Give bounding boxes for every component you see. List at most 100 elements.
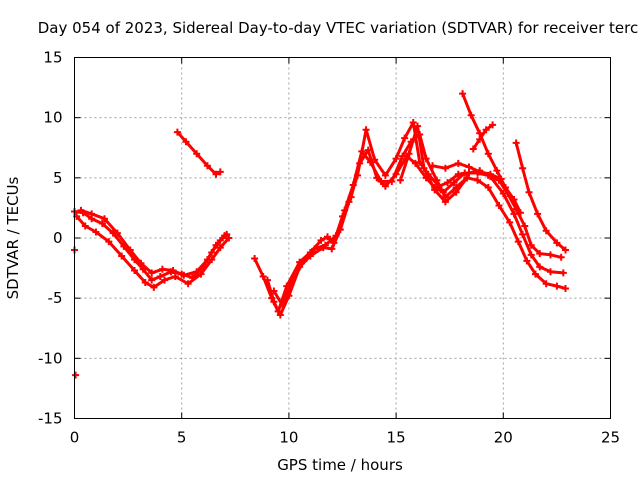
x-tick-label: 5 (177, 429, 187, 447)
data-point (444, 179, 452, 187)
data-point (527, 251, 535, 259)
data-point (180, 271, 188, 279)
data-point (392, 155, 400, 163)
data-point (536, 250, 544, 258)
data-point (332, 232, 340, 240)
data-point (514, 238, 522, 246)
data-point (399, 152, 407, 160)
data-point (527, 241, 535, 249)
data-point (203, 162, 211, 170)
data-point (454, 170, 462, 178)
data-point (349, 181, 357, 189)
data-point (534, 210, 542, 218)
data-point (465, 163, 473, 171)
data-point (459, 90, 467, 98)
data-point (362, 126, 370, 134)
series-trace (398, 124, 469, 204)
data-point (429, 162, 437, 170)
data-point (328, 245, 336, 253)
data-point (512, 139, 520, 147)
data-point (396, 176, 404, 184)
data-point (495, 202, 503, 210)
data-point (341, 206, 349, 214)
y-tick-label: 5 (53, 169, 63, 187)
data-point (553, 282, 561, 290)
data-point (521, 222, 529, 230)
series-layer (71, 90, 569, 379)
data-point (401, 134, 409, 142)
data-point (287, 280, 295, 288)
data-point (506, 218, 514, 226)
series-trace (266, 121, 565, 317)
data-point (501, 183, 509, 191)
data-point (212, 241, 220, 249)
data-point (126, 246, 134, 254)
data-point (542, 227, 550, 235)
data-point (433, 176, 441, 184)
data-point (182, 138, 190, 146)
data-point (203, 256, 211, 264)
data-point (150, 283, 158, 291)
data-point (381, 182, 389, 190)
data-point (77, 206, 85, 214)
data-point (118, 252, 126, 260)
x-tick-label: 10 (279, 429, 298, 447)
data-point (516, 209, 524, 217)
data-point (98, 220, 106, 228)
data-point (450, 179, 458, 187)
data-point (321, 241, 329, 249)
data-series-arc-2 (73, 212, 233, 291)
data-point (92, 228, 100, 236)
data-point (546, 268, 554, 276)
data-point (493, 167, 501, 175)
data-point (476, 135, 484, 143)
data-point (270, 298, 278, 306)
data-point (546, 251, 554, 259)
data-point (441, 198, 449, 206)
data-point (482, 126, 490, 134)
series-trace (79, 208, 227, 277)
data-series-arc-8 (396, 122, 471, 206)
data-point (169, 266, 177, 274)
y-tick-label: -15 (38, 410, 63, 428)
y-tick-label: 0 (53, 229, 63, 247)
data-point (358, 147, 366, 155)
series-trace (461, 92, 522, 215)
data-point (113, 229, 121, 237)
data-point (171, 273, 179, 281)
data-series-arc-3 (77, 206, 229, 279)
data-point (510, 210, 518, 218)
data-series-arc-12 (512, 139, 569, 254)
data-point (519, 230, 527, 238)
data-point (510, 195, 518, 203)
data-point (184, 280, 192, 288)
data-point (137, 259, 145, 267)
data-point (259, 273, 267, 281)
data-point (148, 276, 156, 284)
data-point (323, 233, 331, 241)
data-point (431, 186, 439, 194)
data-series-arc-4 (173, 128, 224, 178)
data-point (463, 174, 471, 182)
x-axis-label: GPS time / hours (277, 456, 403, 474)
data-point (452, 188, 460, 196)
data-point (221, 232, 229, 240)
data-point (101, 215, 109, 223)
x-tick-label: 20 (494, 429, 513, 447)
data-point (454, 159, 462, 167)
y-tick-label: -5 (48, 289, 63, 307)
data-series-arc-11 (469, 121, 497, 153)
data-point (414, 122, 422, 130)
data-point (469, 145, 477, 153)
data-point (193, 150, 201, 158)
data-point (81, 222, 89, 230)
y-tick-label: 10 (43, 109, 62, 127)
data-point (499, 189, 507, 197)
data-point (553, 239, 561, 247)
data-point (542, 280, 550, 288)
data-point (467, 111, 475, 119)
data-point (381, 171, 389, 179)
data-point (561, 246, 569, 254)
data-series-isolated (71, 246, 80, 379)
